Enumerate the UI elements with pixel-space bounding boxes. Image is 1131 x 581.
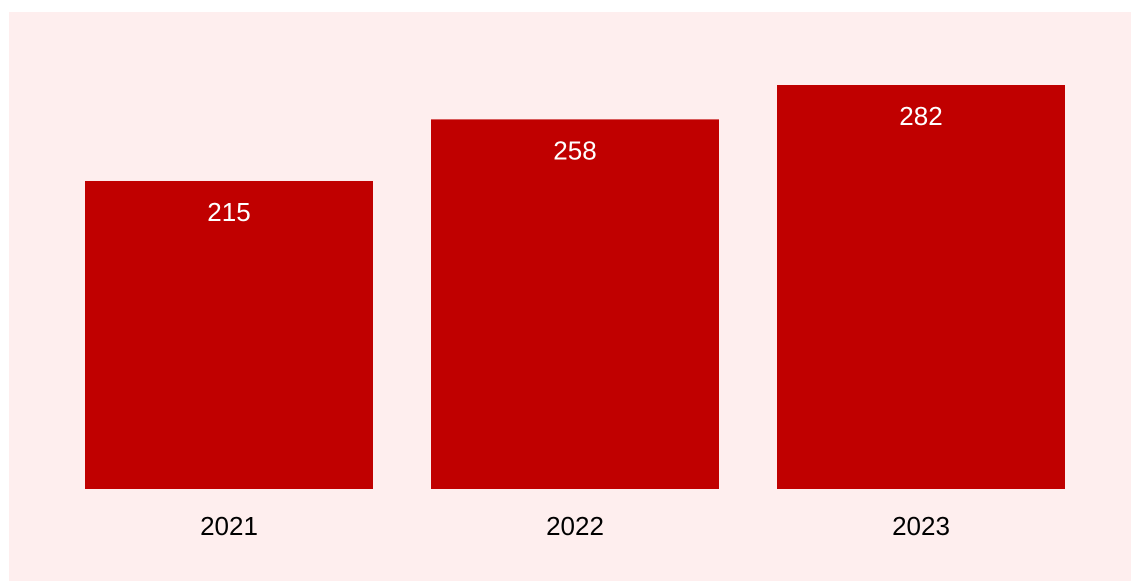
- bar-2023: [777, 85, 1065, 489]
- bar-2022: [431, 119, 719, 489]
- bar-chart: 215 258 282 2021 2022 2023: [9, 12, 1131, 581]
- bar-value-label: 215: [207, 197, 250, 227]
- data-labels-layer: 215 258 282: [207, 101, 942, 227]
- chart-panel: 215 258 282 2021 2022 2023: [9, 12, 1131, 581]
- x-tick-label: 2023: [892, 511, 950, 541]
- x-tick-label: 2022: [546, 511, 604, 541]
- bar-value-label: 258: [553, 135, 596, 165]
- x-axis-tick-labels: 2021 2022 2023: [200, 511, 950, 541]
- bar-value-label: 282: [899, 101, 942, 131]
- x-tick-label: 2021: [200, 511, 258, 541]
- bar-2021: [85, 180, 373, 489]
- bars-layer: [85, 85, 1065, 489]
